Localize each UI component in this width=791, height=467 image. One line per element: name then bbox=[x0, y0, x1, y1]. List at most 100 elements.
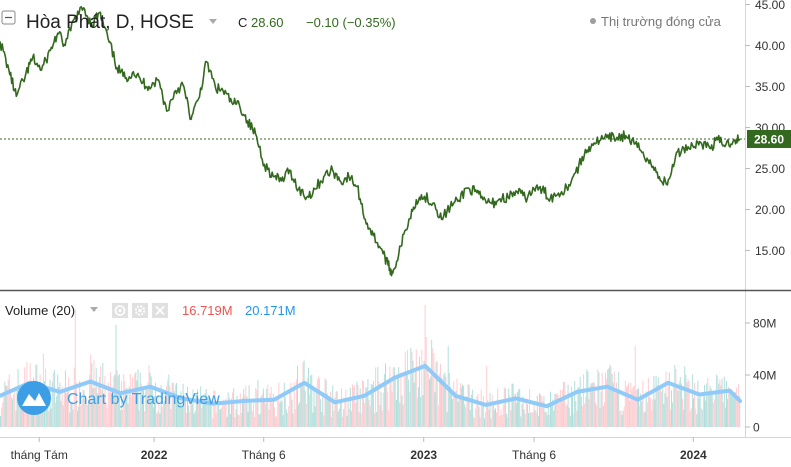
volume-title[interactable]: Volume (20) bbox=[5, 303, 75, 318]
volume-bar bbox=[455, 391, 457, 427]
volume-bar bbox=[63, 391, 65, 427]
volume-bar bbox=[22, 395, 23, 427]
time-tick-label: Tháng 6 bbox=[242, 448, 286, 462]
close-prefix: C bbox=[238, 15, 247, 30]
volume-bar bbox=[81, 399, 83, 427]
volume-bar bbox=[601, 372, 603, 427]
volume-bar bbox=[721, 378, 723, 427]
volume-bar bbox=[86, 404, 88, 427]
volume-bar bbox=[156, 413, 158, 427]
volume-bar bbox=[589, 385, 591, 427]
volume-bar bbox=[198, 397, 199, 427]
volume-bar bbox=[541, 395, 543, 427]
volume-bar bbox=[47, 402, 49, 427]
volume-bar bbox=[221, 407, 223, 427]
volume-bar bbox=[699, 395, 701, 427]
volume-bar bbox=[404, 351, 406, 427]
volume-bar bbox=[622, 410, 624, 427]
volume-chevron-down-icon[interactable] bbox=[90, 307, 98, 312]
volume-bar bbox=[644, 411, 646, 427]
volume-bar bbox=[273, 407, 275, 427]
volume-bar bbox=[577, 387, 579, 427]
chart-settings-icon[interactable] bbox=[1, 10, 16, 25]
volume-bar bbox=[312, 412, 314, 427]
volume-bar bbox=[602, 406, 604, 427]
volume-bar bbox=[349, 387, 351, 427]
volume-bar bbox=[136, 380, 138, 427]
price-tick-label: 40.00 bbox=[755, 39, 785, 53]
symbol-title[interactable]: Hòa Phát, D, HOSE bbox=[26, 12, 194, 33]
volume-bar bbox=[85, 403, 87, 427]
visibility-icon[interactable] bbox=[112, 303, 128, 318]
volume-bar bbox=[459, 383, 461, 427]
volume-bar bbox=[328, 395, 330, 427]
volume-bar bbox=[132, 377, 133, 427]
volume-bar bbox=[332, 385, 334, 427]
volume-bar bbox=[407, 350, 408, 427]
volume-bar bbox=[289, 389, 291, 427]
volume-bar bbox=[558, 403, 560, 427]
volume-bar bbox=[382, 392, 384, 427]
volume-bar bbox=[359, 388, 361, 427]
volume-bar bbox=[278, 382, 280, 427]
volume-bar bbox=[257, 379, 259, 427]
volume-bar bbox=[78, 407, 80, 427]
volume-bar bbox=[217, 395, 219, 427]
volume-bar bbox=[521, 404, 523, 427]
volume-bar bbox=[272, 393, 274, 427]
volume-bar bbox=[723, 376, 725, 427]
volume-bar bbox=[473, 416, 474, 427]
volume-bar bbox=[683, 409, 685, 427]
tradingview-watermark[interactable]: Chart by TradingView bbox=[17, 381, 220, 415]
volume-bar bbox=[138, 410, 140, 427]
volume-bar bbox=[642, 380, 644, 427]
volume-bar bbox=[183, 395, 185, 427]
volume-bar bbox=[400, 372, 402, 427]
volume-bar bbox=[305, 403, 307, 427]
volume-bar bbox=[277, 397, 279, 427]
volume-bar bbox=[547, 406, 549, 427]
volume-bar bbox=[266, 388, 268, 427]
gear-icon[interactable] bbox=[132, 303, 148, 318]
volume-bar bbox=[705, 400, 707, 427]
close-icon[interactable] bbox=[152, 303, 168, 318]
volume-bar bbox=[674, 365, 676, 427]
volume-bar bbox=[270, 387, 272, 427]
volume-bar bbox=[671, 390, 672, 427]
volume-bar bbox=[621, 414, 623, 427]
volume-bar bbox=[214, 391, 216, 427]
volume-bar bbox=[141, 386, 143, 427]
volume-bar bbox=[476, 396, 478, 427]
volume-bar bbox=[402, 404, 404, 427]
volume-bar bbox=[444, 372, 446, 427]
volume-bar bbox=[698, 398, 700, 427]
volume-bar bbox=[502, 404, 504, 427]
volume-bar bbox=[680, 383, 682, 427]
volume-bar bbox=[335, 391, 337, 427]
volume-bar bbox=[597, 369, 599, 427]
volume-bar bbox=[288, 406, 290, 427]
volume-bar bbox=[178, 396, 180, 427]
chevron-down-icon[interactable] bbox=[209, 19, 217, 24]
volume-bar bbox=[348, 408, 350, 427]
volume-bar bbox=[133, 391, 135, 427]
volume-bar bbox=[710, 388, 712, 427]
volume-bar bbox=[365, 387, 367, 427]
volume-bar bbox=[344, 400, 346, 427]
volume-bar bbox=[697, 380, 699, 427]
volume-bar bbox=[246, 396, 248, 427]
volume-bar bbox=[432, 348, 434, 427]
volume-ma-path bbox=[0, 363, 742, 409]
volume-bar bbox=[160, 384, 162, 427]
volume-bar bbox=[713, 399, 715, 427]
volume-bar bbox=[401, 395, 403, 427]
volume-bar bbox=[102, 362, 104, 427]
volume-bar bbox=[1, 407, 3, 427]
volume-bar bbox=[92, 388, 94, 427]
volume-bar bbox=[242, 398, 243, 427]
volume-bar bbox=[287, 413, 289, 427]
volume-bar bbox=[166, 385, 168, 427]
volume-bar bbox=[581, 406, 583, 427]
